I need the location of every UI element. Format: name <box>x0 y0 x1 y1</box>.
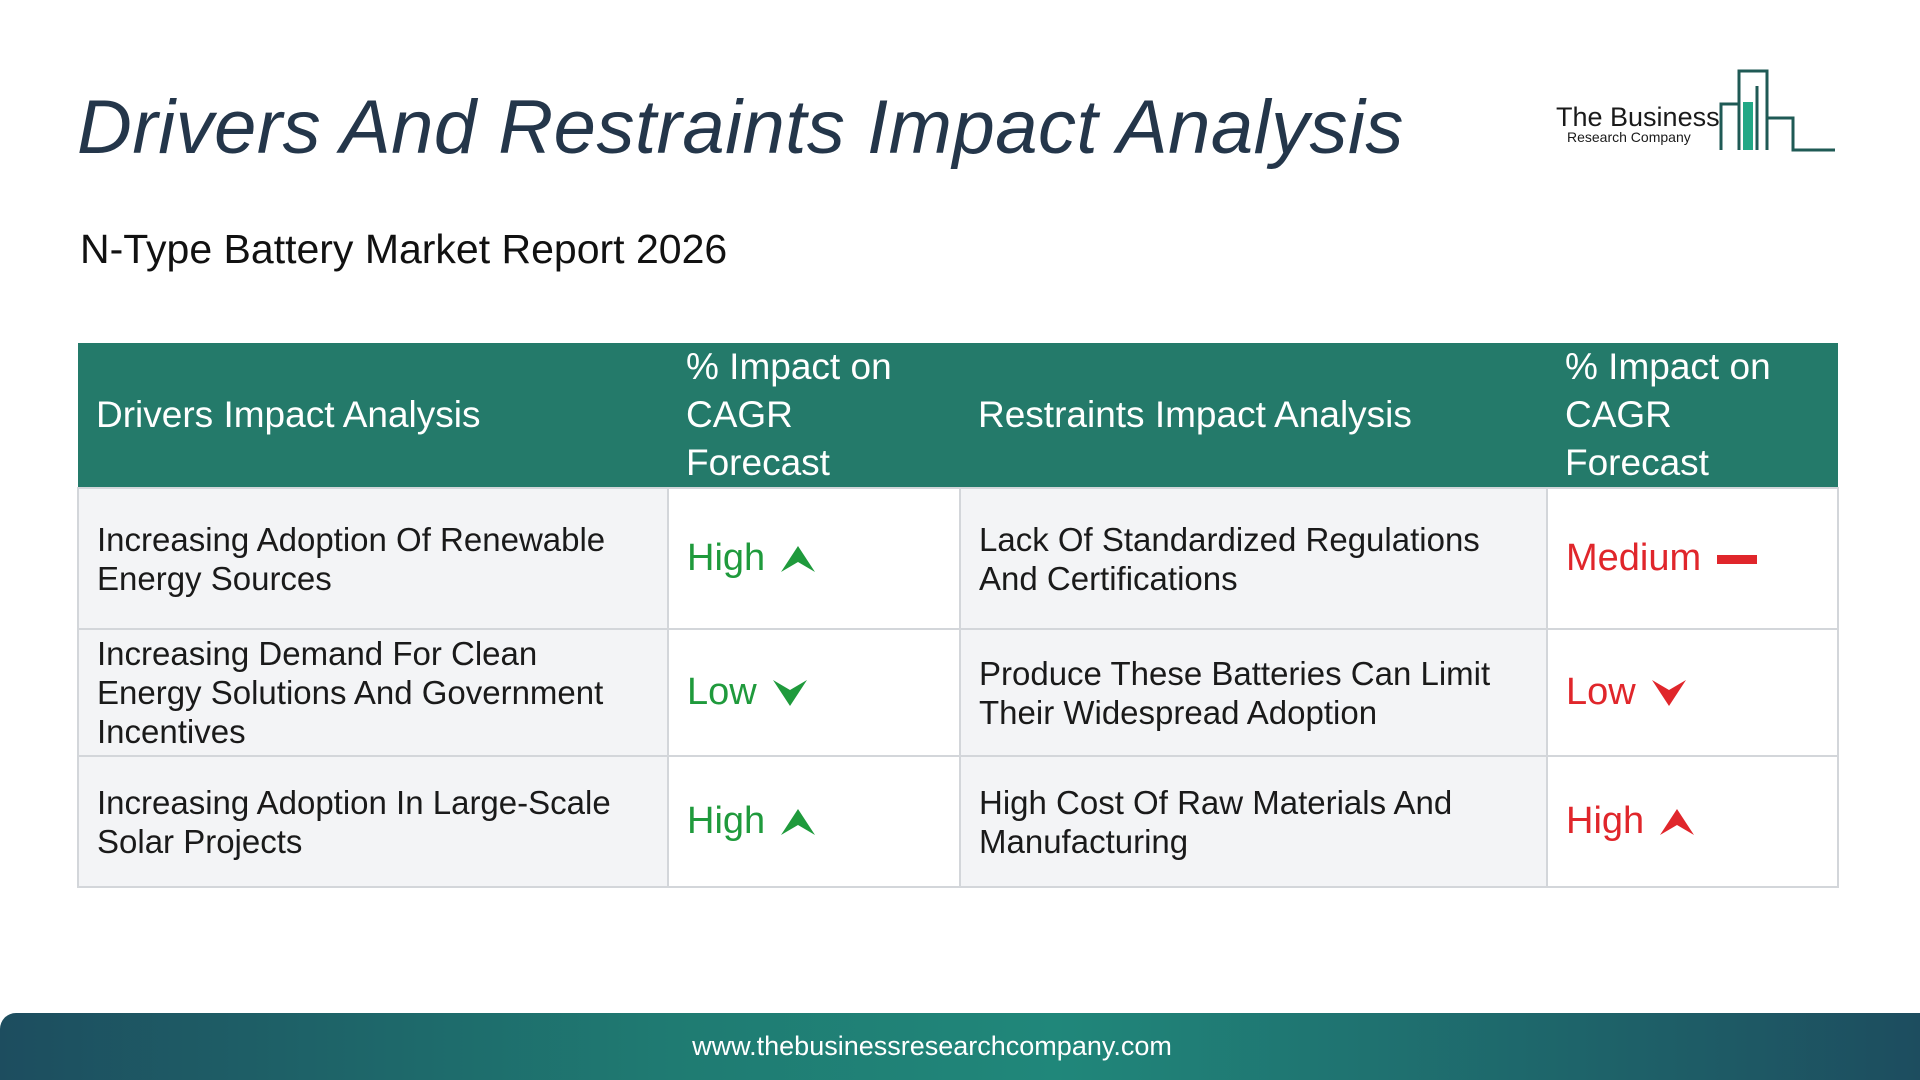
website-link[interactable]: www.thebusinessresearchcompany.com <box>692 1031 1172 1061</box>
driver-impact-level: Low <box>687 673 807 712</box>
table-row: Increasing Demand For Clean Energy Solut… <box>77 628 1839 757</box>
driver-impact-cell: High <box>667 487 961 630</box>
arrow-down-icon <box>772 679 807 706</box>
impact-table: Drivers Impact Analysis % Impact on CAGR… <box>77 343 1839 888</box>
impact-label: Medium <box>1566 537 1702 579</box>
driver-cell: Increasing Adoption In Large-Scale Solar… <box>77 755 669 888</box>
restraint-impact-level: Medium <box>1566 537 1758 579</box>
driver-cell: Increasing Adoption Of Renewable Energy … <box>77 487 669 630</box>
driver-cell: Increasing Demand For Clean Energy Solut… <box>77 628 669 757</box>
header-driver-impact: % Impact on CAGR Forecast <box>668 343 960 488</box>
logo-text: The Business <box>1556 102 1720 132</box>
arrow-down-icon <box>1651 679 1686 706</box>
header-restraint-impact: % Impact on CAGR Forecast <box>1547 343 1838 488</box>
impact-label: High <box>687 800 766 842</box>
driver-impact-cell: High <box>667 755 961 888</box>
impact-label: High <box>1566 800 1645 842</box>
driver-impact-level: High <box>687 800 816 842</box>
arrow-up-icon <box>1660 808 1695 835</box>
logo-bars-icon <box>1719 69 1835 152</box>
header-restraints: Restraints Impact Analysis <box>960 343 1547 488</box>
arrow-up-icon <box>781 808 816 835</box>
restraint-impact-cell: Medium <box>1546 487 1839 630</box>
restraint-cell: Lack Of Standardized Regulations And Cer… <box>959 487 1548 630</box>
restraint-cell: Produce These Batteries Can Limit Their … <box>959 628 1548 757</box>
restraint-cell: High Cost Of Raw Materials And Manufactu… <box>959 755 1548 888</box>
restraint-impact-level: Low <box>1566 673 1686 712</box>
impact-label: High <box>687 537 766 579</box>
logo-subtext: Research Company <box>1567 129 1691 145</box>
impact-label: Low <box>1566 671 1636 713</box>
restraint-impact-cell: Low <box>1546 628 1839 757</box>
page-title: Drivers And Restraints Impact Analysis <box>77 85 1404 170</box>
driver-impact-cell: Low <box>667 628 961 757</box>
dash-icon <box>1717 554 1758 564</box>
footer-bar: www.thebusinessresearchcompany.com <box>0 1013 1920 1080</box>
table-row: Increasing Adoption In Large-Scale Solar… <box>77 755 1839 888</box>
restraint-impact-cell: High <box>1546 755 1839 888</box>
arrow-up-icon <box>781 545 816 572</box>
table-header-row: Drivers Impact Analysis % Impact on CAGR… <box>78 343 1838 488</box>
restraint-impact-level: High <box>1566 800 1695 842</box>
table-row: Increasing Adoption Of Renewable Energy … <box>77 487 1839 630</box>
company-logo: The Business Research Company <box>1553 66 1838 156</box>
impact-label: Low <box>687 671 757 713</box>
report-subtitle: N-Type Battery Market Report 2026 <box>80 226 728 272</box>
header-drivers: Drivers Impact Analysis <box>78 343 668 488</box>
driver-impact-level: High <box>687 537 816 579</box>
